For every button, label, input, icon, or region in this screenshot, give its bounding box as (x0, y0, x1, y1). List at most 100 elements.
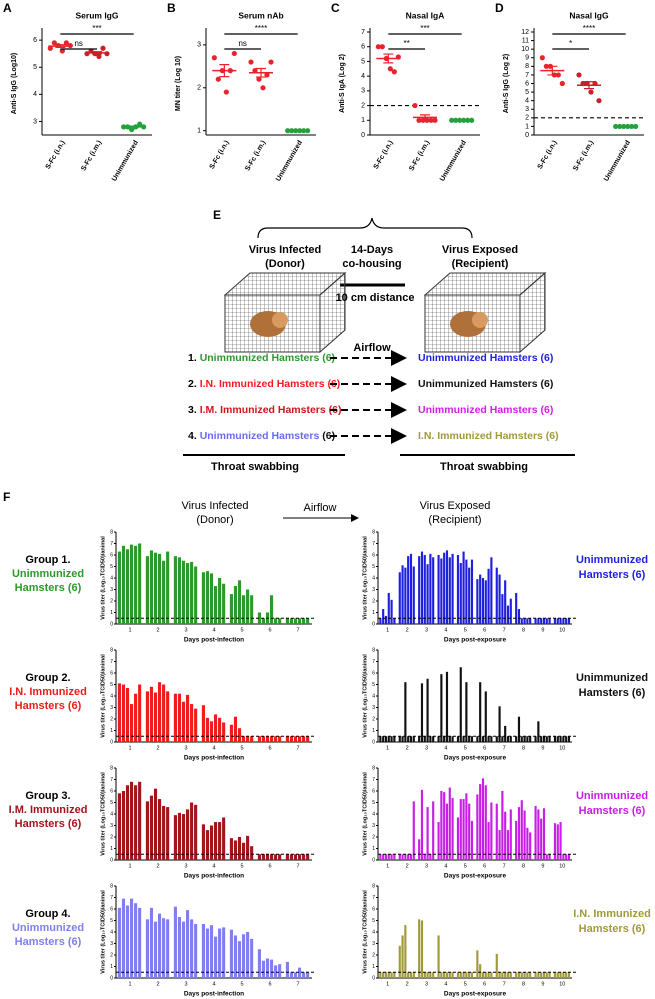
bar (451, 553, 454, 624)
bar (390, 736, 393, 742)
y-tick-label: 7 (110, 895, 113, 901)
bar (456, 972, 460, 978)
x-axis-label: Days post-infection (184, 873, 244, 880)
bar (495, 567, 498, 624)
bar (222, 722, 226, 742)
bar (387, 972, 390, 978)
y-tick-label: 5 (525, 89, 529, 96)
bar (134, 545, 138, 624)
bar (540, 618, 543, 624)
bar (246, 932, 250, 978)
bar (409, 972, 413, 978)
bar (166, 551, 170, 624)
bar (412, 972, 415, 978)
row-left: 3. I.M. Immunized Hamsters (6) (188, 404, 341, 416)
y-tick-label: 7 (110, 541, 113, 547)
bar (130, 781, 134, 860)
bar (504, 580, 507, 624)
bar (130, 898, 134, 978)
bar (456, 736, 460, 742)
bar (487, 736, 490, 742)
significance-label: * (569, 39, 572, 48)
bar (537, 972, 540, 978)
panel-label: B (167, 1, 176, 15)
bar (423, 555, 426, 624)
bar (459, 799, 462, 860)
point (264, 72, 270, 78)
bar (379, 618, 382, 624)
x-axis-label: Days post-exposure (444, 873, 507, 880)
x-tick-label: S-Fc (i.n.) (209, 139, 231, 170)
bar (462, 736, 465, 742)
bar (504, 725, 507, 742)
bar (567, 854, 571, 860)
bar (261, 618, 266, 624)
panel-label: F (3, 490, 10, 504)
x-tick-label: 3 (425, 863, 428, 869)
label-line: I.M. Immunized (9, 804, 88, 816)
bar (432, 972, 435, 978)
row-text: Unimmunized Hamsters (6) (200, 352, 335, 364)
bar (409, 553, 413, 624)
bar (526, 827, 529, 860)
bar (194, 708, 198, 742)
bar (443, 792, 446, 860)
y-tick-label: 3 (110, 823, 113, 829)
bar (201, 824, 205, 860)
bar (233, 716, 238, 742)
bar (548, 854, 551, 860)
bar (440, 674, 443, 742)
bar (437, 555, 440, 624)
bar (504, 811, 507, 860)
bar (289, 618, 294, 624)
bar (553, 823, 557, 860)
bar (548, 972, 551, 978)
bar (138, 684, 142, 742)
x-axis-label: Days post-infection (184, 755, 244, 762)
error-bar (219, 64, 230, 78)
x-tick-label: 2 (156, 863, 159, 869)
bar (426, 678, 429, 742)
y-tick-label: 1 (372, 728, 375, 734)
x-tick-label: 1 (386, 627, 389, 633)
bar (487, 822, 490, 860)
row-text: Unimmunized Hamsters (6) (418, 352, 553, 364)
x-tick-label: 5 (464, 745, 467, 751)
bar (387, 592, 390, 624)
point (100, 45, 106, 51)
bar (432, 801, 435, 860)
y-tick-label: 3 (33, 118, 37, 125)
x-tick-label: 3 (184, 863, 187, 869)
bar (246, 835, 250, 860)
bar (418, 736, 421, 742)
point (223, 89, 229, 95)
bar (423, 854, 426, 860)
bar (205, 717, 210, 742)
y-tick-label: 5 (110, 564, 113, 570)
y-tick-label: 0 (372, 739, 375, 745)
x-tick-label: 7 (503, 745, 506, 751)
bar (250, 938, 254, 978)
bar (459, 563, 462, 624)
bar (501, 594, 504, 624)
y-tick-label: 2 (110, 598, 113, 604)
bar (209, 925, 214, 978)
x-tick-label: 10 (559, 981, 565, 987)
bar (306, 854, 310, 860)
point (47, 45, 53, 51)
bar (384, 854, 388, 860)
x-tick-label: 2 (406, 745, 409, 751)
y-axis-label: MN titer (Log 10) (175, 56, 182, 111)
y-tick-label: 6 (361, 44, 365, 51)
bar (190, 919, 194, 978)
bar (540, 972, 543, 978)
bar (465, 972, 468, 978)
y-tick-label: 7 (372, 541, 375, 547)
label-line: Hamsters (6) (579, 569, 646, 581)
y-axis-label: Virus titer (Log₁₀TCID50)/animal (362, 890, 368, 974)
bar (181, 921, 186, 978)
y-tick-label: 1 (110, 610, 113, 616)
bar (559, 972, 562, 978)
point (375, 44, 381, 50)
bar (542, 618, 546, 624)
